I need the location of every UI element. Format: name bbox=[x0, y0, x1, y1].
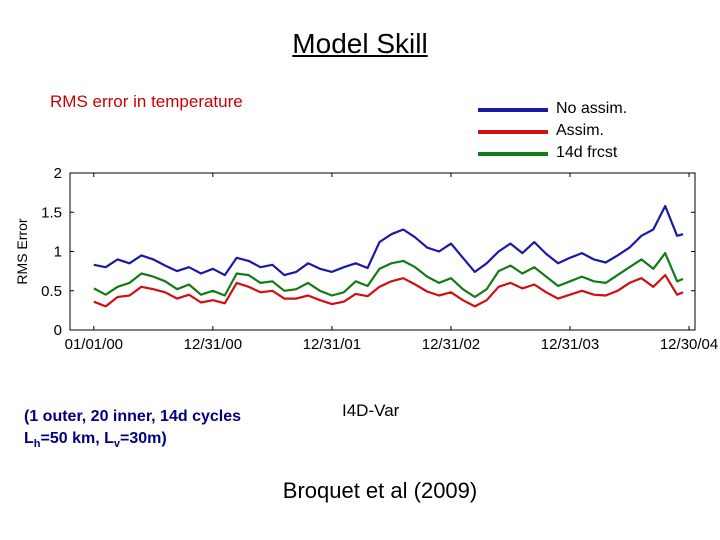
slide-title: Model Skill bbox=[292, 28, 428, 59]
y-tick-label: 0.5 bbox=[41, 283, 62, 300]
plot-frame bbox=[69, 172, 696, 331]
chart-plot: 0 0.5 1 1.5 2 01/01/00 12/31/00 12/31/01 12/31/0… bbox=[14, 165, 718, 353]
series-line-no-assim- bbox=[93, 204, 684, 277]
note-line-2: Lh=50 km, Lv=30m) bbox=[24, 430, 167, 451]
legend-swatch-assim bbox=[478, 130, 548, 134]
legend-label-no-assim: No assim. bbox=[556, 100, 628, 117]
method-label: I4D-Var bbox=[342, 401, 400, 420]
legend-label-assim: Assim. bbox=[556, 122, 604, 139]
y-axis-label: RMS Error bbox=[14, 218, 30, 284]
legend-swatch-14d-frcst bbox=[478, 152, 548, 156]
y-tick-label: 1 bbox=[54, 244, 62, 261]
x-tick-label: 12/31/01 bbox=[303, 336, 361, 353]
x-tick-label: 01/01/00 bbox=[65, 336, 123, 353]
legend-label-14d-frcst: 14d frcst bbox=[556, 144, 618, 161]
y-tick-label: 2 bbox=[54, 165, 62, 182]
x-tick-label: 12/30/04 bbox=[660, 336, 718, 353]
y-tick-label: 1.5 bbox=[41, 204, 62, 221]
x-tick-label: 12/31/00 bbox=[184, 336, 242, 353]
series-line-assim- bbox=[93, 274, 684, 308]
x-tick-label: 12/31/03 bbox=[541, 336, 599, 353]
x-tick-label: 12/31/02 bbox=[422, 336, 480, 353]
legend-swatch-no-assim bbox=[478, 108, 548, 112]
citation: Broquet et al (2009) bbox=[282, 478, 478, 503]
method-note: (1 outer, 20 inner, 14d cycles Lh=50 km,… bbox=[24, 406, 241, 455]
chart-title: RMS error in temperature bbox=[50, 92, 243, 111]
series-line-14d-frcst bbox=[93, 252, 684, 299]
y-tick-label: 0 bbox=[54, 322, 62, 339]
note-line-1: (1 outer, 20 inner, 14d cycles bbox=[24, 408, 241, 425]
